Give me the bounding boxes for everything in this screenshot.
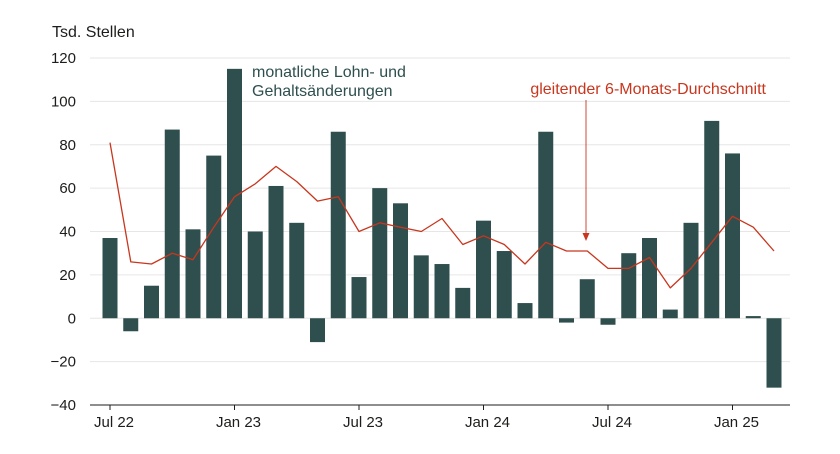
y-tick-label: 0 <box>68 310 76 327</box>
bar <box>247 231 263 319</box>
y-tick-label: 80 <box>59 137 76 154</box>
annotation-bars-label: monatliche Lohn- und <box>252 64 406 81</box>
x-tick-label: Jul 22 <box>94 414 134 431</box>
x-tick-label: Jul 23 <box>343 414 383 431</box>
y-axis-ticks: 120 100 80 60 40 20 0 −20 −40 <box>51 50 76 414</box>
bar <box>559 318 574 323</box>
moving-average-series <box>109 142 775 289</box>
y-tick-label: 20 <box>59 267 76 284</box>
bar <box>434 264 450 319</box>
bar <box>496 251 512 319</box>
bar <box>330 131 346 319</box>
x-axis: Jul 22 Jan 23 Jul 23 Jan 24 Jul 24 Jan 25 <box>90 404 790 431</box>
annotations: monatliche Lohn- und Gehaltsänderungen gle… <box>252 64 767 241</box>
bar <box>123 318 139 332</box>
x-tick-label: Jan 25 <box>714 414 759 431</box>
x-tick-label: Jan 24 <box>465 414 510 431</box>
y-tick-label: 120 <box>51 50 76 67</box>
bar <box>766 318 782 388</box>
annotation-line-label: gleitender 6-Monats-Durchschnitt <box>530 81 766 98</box>
x-tick-label: Jul 24 <box>592 414 632 431</box>
bar <box>164 129 180 319</box>
bar <box>476 220 491 319</box>
bar-series <box>102 68 782 388</box>
bar <box>268 185 284 319</box>
bar <box>185 229 201 319</box>
annotation-arrowhead <box>582 233 590 241</box>
y-tick-label: 60 <box>59 180 76 197</box>
bar <box>621 253 637 319</box>
bar <box>642 238 657 319</box>
y-tick-label: −20 <box>51 354 76 371</box>
bar <box>144 285 159 319</box>
bar <box>600 318 616 325</box>
y-axis-label: Tsd. Stellen <box>52 24 135 41</box>
y-tick-label: 40 <box>59 224 76 241</box>
bar <box>227 68 242 319</box>
bar <box>662 309 678 319</box>
bar <box>206 155 222 319</box>
bar <box>517 303 533 319</box>
x-tick-label: Jan 23 <box>216 414 261 431</box>
bar <box>725 153 740 319</box>
annotation-bars-label: Gehaltsänderungen <box>252 83 393 100</box>
bar <box>538 131 554 319</box>
y-tick-label: −40 <box>51 397 76 414</box>
bar <box>393 203 408 319</box>
bar <box>310 318 325 343</box>
y-tick-label: 100 <box>51 93 76 110</box>
bar <box>289 222 305 319</box>
moving-average-line <box>109 142 775 289</box>
bar <box>579 279 595 319</box>
bar <box>683 222 699 319</box>
bar <box>351 277 367 319</box>
bar <box>372 188 388 319</box>
bar <box>745 316 761 319</box>
bar <box>455 287 471 319</box>
bar <box>413 255 429 319</box>
bar <box>704 120 720 319</box>
bar <box>102 238 118 319</box>
